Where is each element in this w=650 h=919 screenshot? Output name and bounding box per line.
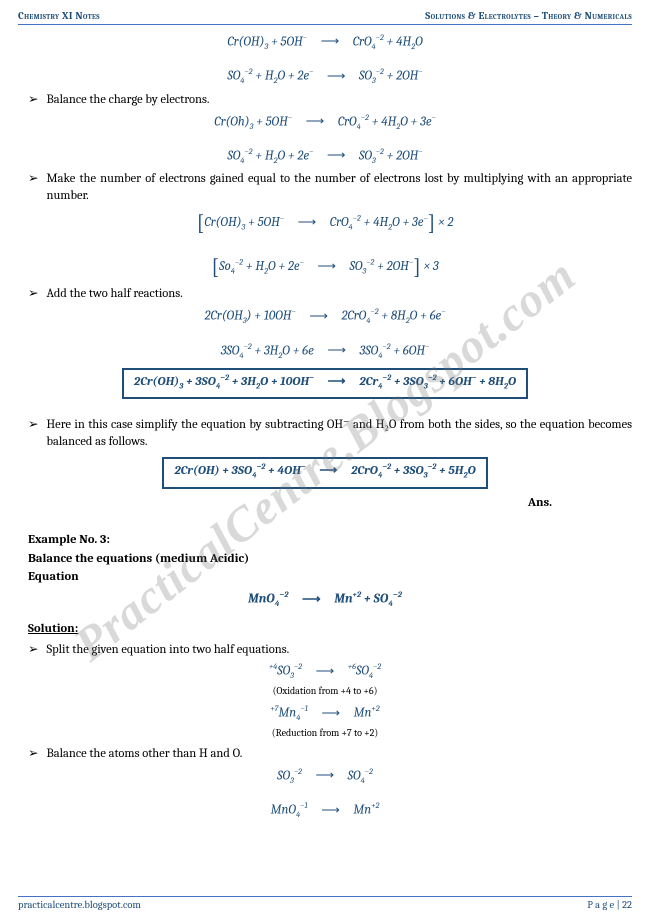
equation: SO4−2 + H2O + 2e− ⟶ SO3−2 + 2OH− <box>18 147 632 167</box>
page-container: PracticalCentre.Blogspot.com Chemistry X… <box>0 0 650 919</box>
bullet-text: Make the number of electrons gained equa… <box>46 171 632 205</box>
boxed-equation: 2Cr(OH)3 + 3SO4−2 + 3H2O + 10OH− ⟶ 2Cr4−… <box>18 368 632 400</box>
equation: MnO4−2 ⟶ Mn+2 + SO4−2 <box>18 590 632 610</box>
equation-label: Equation <box>28 569 632 586</box>
bullet-item: ➢ Balance the charge by electrons. <box>28 92 632 109</box>
solution-label: Solution: <box>28 621 632 638</box>
equation: SO4−2 + H2O + 2e− ⟶ SO3−2 + 2OH− <box>18 67 632 87</box>
bullet-marker: ➢ <box>28 417 38 434</box>
bullet-text: Here in this case simplify the equation … <box>46 417 632 451</box>
bullet-marker: ➢ <box>28 92 38 109</box>
equation: [So4−2 + H2O + 2e− ⟶ SO3−2 + 2OH−] × 3 <box>18 253 632 283</box>
bullet-marker: ➢ <box>28 286 38 303</box>
footer-right: P a g e | 22 <box>587 899 632 911</box>
example-heading: Example No. 3: <box>28 532 632 549</box>
equation: Cr(Oh)3 + 5OH− ⟶ CrO4−2 + 4H2O + 3e− <box>18 113 632 133</box>
bullet-item: ➢ Balance the atoms other than H and O. <box>28 746 632 763</box>
bullet-item: ➢ Here in this case simplify the equatio… <box>28 417 632 451</box>
page-header: Chemistry XI Notes Solutions & Electroly… <box>18 10 632 25</box>
bullet-item: ➢ Make the number of electrons gained eq… <box>28 171 632 205</box>
bullet-marker: ➢ <box>28 171 38 188</box>
equation: [Cr(OH)3 + 5OH− ⟶ CrO4−2 + 4H2O + 3e−] ×… <box>18 209 632 239</box>
example-subheading: Balance the equations (medium Acidic) <box>28 551 632 568</box>
header-left: Chemistry XI Notes <box>18 10 100 22</box>
answer-label: Ans. <box>18 495 632 512</box>
page-footer: practicalcentre.blogspot.com P a g e | 2… <box>18 896 632 911</box>
equation: MnO4−1 ⟶ Mn+2 <box>18 801 632 821</box>
equation: 3SO4−2 + 3H2O + 6e ⟶ 3SO4−2 + 6OH− <box>18 342 632 362</box>
equation-note: (Oxidation from +4 to +6) <box>18 685 632 699</box>
page-content: Cr(OH)3 + 5OH− ⟶ CrO4−2 + 4H2O SO4−2 + H… <box>18 33 632 822</box>
footer-left: practicalcentre.blogspot.com <box>18 899 141 911</box>
equation: +7Mn4−1 ⟶ Mn+2 <box>18 704 632 724</box>
bullet-marker: ➢ <box>28 642 38 659</box>
bullet-text: Add the two half reactions. <box>46 286 632 303</box>
bullet-text: Split the given equation into two half e… <box>46 642 632 659</box>
equation: SO3−2 ⟶ SO4−2 <box>18 767 632 787</box>
equation: 2Cr(OH3) + 10OH− ⟶ 2CrO4−2 + 8H2O + 6e− <box>18 307 632 327</box>
bullet-text: Balance the atoms other than H and O. <box>46 746 632 763</box>
bullet-item: ➢ Split the given equation into two half… <box>28 642 632 659</box>
equation-note: (Reduction from +7 to +2) <box>18 727 632 741</box>
header-right: Solutions & Electrolytes – Theory & Nume… <box>425 10 632 22</box>
bullet-marker: ➢ <box>28 746 38 763</box>
equation: +4SO3−2 ⟶ +6SO4−2 <box>18 662 632 682</box>
bullet-text: Balance the charge by electrons. <box>46 92 632 109</box>
bullet-item: ➢ Add the two half reactions. <box>28 286 632 303</box>
equation: Cr(OH)3 + 5OH− ⟶ CrO4−2 + 4H2O <box>18 33 632 53</box>
boxed-equation: 2Cr(OH) + 3SO4−2 + 4OH− ⟶ 2CrO4−2 + 3SO3… <box>18 457 632 489</box>
